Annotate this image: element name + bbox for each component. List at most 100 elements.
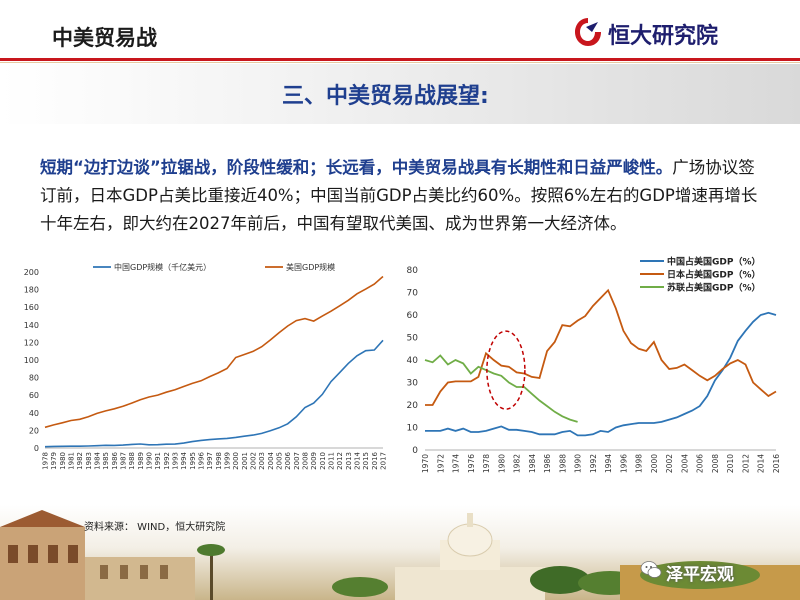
left-y-tick-label: 80	[29, 374, 39, 383]
right-y-tick-label: 30	[407, 379, 419, 389]
right-y-tick-label: 80	[407, 266, 419, 276]
right-series-line-1	[425, 288, 777, 406]
left-x-tick-label: 2015	[362, 452, 370, 470]
left-legend-label-1: 美国GDP规模	[286, 262, 335, 272]
logo: 恒大研究院	[572, 14, 782, 54]
logo-mark-icon	[575, 18, 601, 46]
left-x-tick-label: 1997	[206, 452, 214, 470]
left-x-tick-label: 2013	[345, 452, 353, 470]
left-x-tick-label: 1984	[94, 451, 102, 469]
right-x-tick-label: 1970	[421, 454, 430, 473]
summary-body: 广场协议签订前，日本GDP占美比重接近40%；中国当前GDP占美比约60%。按照…	[40, 158, 758, 233]
left-x-tick-label: 2001	[241, 452, 249, 470]
left-x-tick-label: 2011	[328, 452, 336, 470]
left-x-tick-label: 1982	[76, 452, 84, 470]
left-x-tick-label: 1992	[163, 452, 171, 470]
right-x-tick-label: 2004	[680, 454, 689, 473]
left-x-tick-label: 1987	[120, 452, 128, 470]
left-x-tick-label: 1995	[189, 452, 197, 470]
left-x-tick-label: 2004	[267, 451, 275, 469]
header-bar: 中美贸易战 恒大研究院	[0, 0, 800, 62]
section-title: 三、中美贸易战展望:	[282, 84, 489, 109]
left-x-tick-label: 2002	[250, 452, 258, 470]
right-y-tick-label: 70	[407, 289, 419, 299]
right-x-tick-label: 2002	[665, 454, 674, 473]
right-x-tick-label: 1998	[635, 454, 644, 473]
right-legend-label-0: 中国占美国GDP（%）	[667, 256, 760, 268]
left-x-tick-label: 1999	[224, 452, 232, 470]
left-y-tick-label: 160	[24, 303, 39, 312]
left-x-tick-label: 1978	[42, 452, 50, 470]
left-series-line-0	[44, 339, 384, 448]
left-x-tick-label: 2003	[258, 452, 266, 470]
left-x-tick-label: 2016	[371, 451, 379, 469]
left-y-tick-label: 0	[34, 444, 39, 453]
right-x-tick-label: 1974	[452, 454, 461, 473]
right-series-line-0	[425, 311, 777, 437]
right-x-tick-label: 1980	[497, 454, 506, 473]
left-x-tick-label: 2006	[284, 451, 292, 469]
right-x-tick-label: 1994	[604, 454, 613, 473]
left-x-tick-label: 1993	[172, 452, 180, 470]
left-x-tick-label: 1994	[180, 451, 188, 469]
section-banner: 三、中美贸易战展望:	[0, 64, 800, 124]
left-x-tick-label: 1985	[102, 452, 110, 470]
left-x-tick-label: 1991	[154, 452, 162, 470]
right-series-line-2	[424, 354, 578, 423]
left-x-tick-label: 1996	[198, 451, 206, 469]
right-x-tick-label: 2000	[650, 454, 659, 473]
left-x-tick-label: 2009	[310, 452, 318, 470]
header-divider	[0, 58, 800, 61]
right-legend-label-1: 日本占美国GDP（%）	[667, 269, 760, 281]
left-y-tick-label: 20	[29, 426, 39, 435]
left-x-tick-label: 1980	[59, 452, 67, 470]
right-x-tick-label: 2014	[757, 454, 766, 473]
left-y-tick-label: 120	[24, 338, 39, 347]
right-x-tick-label: 1992	[589, 454, 598, 473]
right-legend-label-2: 苏联占美国GDP（%）	[667, 282, 760, 294]
left-x-tick-label: 2017	[380, 452, 388, 470]
left-x-tick-label: 2010	[319, 452, 327, 470]
right-y-tick-label: 20	[407, 401, 419, 411]
left-x-tick-label: 1989	[137, 452, 145, 470]
right-x-tick-label: 1990	[574, 454, 583, 473]
right-x-tick-label: 1976	[467, 454, 476, 473]
right-x-tick-label: 1972	[436, 454, 445, 473]
right-x-tick-label: 2010	[726, 454, 735, 473]
right-y-tick-label: 40	[407, 356, 419, 366]
logo-text: 恒大研究院	[608, 24, 719, 49]
header-title: 中美贸易战	[52, 26, 157, 50]
left-y-tick-label: 200	[24, 268, 39, 277]
left-series-line-1	[44, 275, 384, 429]
right-x-tick-label: 2008	[711, 454, 720, 473]
left-y-tick-label: 60	[29, 391, 39, 400]
right-x-tick-label: 2016	[772, 454, 781, 473]
left-x-tick-label: 2007	[293, 452, 301, 470]
header-divider-thin	[0, 62, 800, 63]
left-x-tick-label: 1979	[50, 452, 58, 470]
right-x-tick-label: 1996	[619, 454, 628, 473]
right-x-tick-label: 1978	[482, 454, 491, 473]
left-legend-label-0: 中国GDP规模（千亿美元）	[114, 262, 211, 272]
footer-scenery	[0, 505, 800, 600]
left-x-tick-label: 2014	[354, 451, 362, 469]
left-x-tick-label: 1986	[111, 451, 119, 469]
left-x-tick-label: 2005	[276, 452, 284, 470]
left-x-tick-label: 2008	[302, 452, 310, 470]
left-x-tick-label: 2000	[232, 452, 240, 470]
right-x-tick-label: 1982	[513, 454, 522, 473]
left-x-tick-label: 1981	[68, 452, 76, 470]
left-x-tick-label: 1990	[146, 452, 154, 470]
left-x-tick-label: 1998	[215, 452, 223, 470]
right-y-tick-label: 50	[407, 334, 419, 344]
left-y-tick-label: 180	[24, 286, 39, 295]
wechat-icon	[640, 561, 662, 578]
left-x-tick-label: 1983	[85, 452, 93, 470]
left-y-tick-label: 100	[24, 356, 39, 365]
highlight-ellipse	[486, 330, 526, 410]
right-x-tick-label: 1986	[543, 454, 552, 473]
right-y-tick-label: 60	[407, 311, 419, 321]
right-y-tick-label: 10	[407, 424, 419, 434]
summary-highlight: 短期“边打边谈”拉锯战，阶段性缓和；长远看，中美贸易战具有长期性和日益严峻性。	[40, 158, 673, 177]
